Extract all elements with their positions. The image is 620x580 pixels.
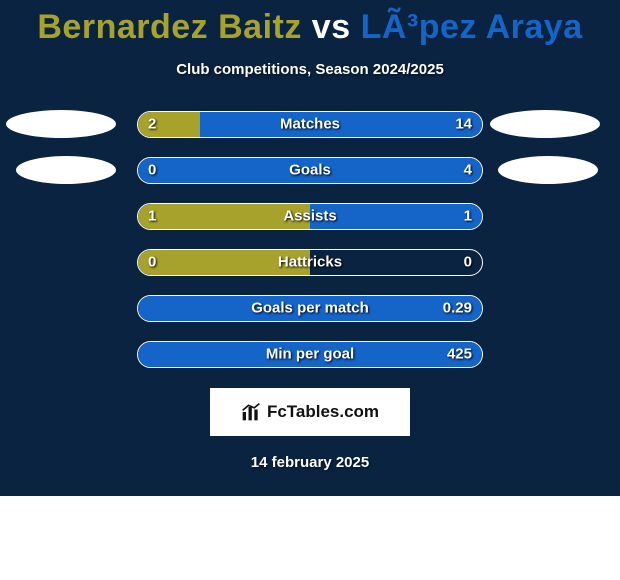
stat-value-left: 0 — [148, 162, 156, 179]
stat-fill-right — [310, 204, 482, 229]
team-badge-left — [16, 156, 116, 184]
chart-icon — [241, 402, 261, 422]
stat-fill-left — [138, 250, 310, 275]
stat-bar: 11Assists — [137, 203, 483, 230]
stat-bar: 04Goals — [137, 157, 483, 184]
stat-fill-right — [138, 158, 482, 183]
stat-row: 0.29Goals per match — [0, 294, 620, 322]
stat-bar: 425Min per goal — [137, 341, 483, 368]
stat-value-right: 0 — [464, 254, 472, 271]
team-badge-right — [490, 110, 600, 138]
brand-text: FcTables.com — [267, 402, 379, 422]
stat-bar: 0.29Goals per match — [137, 295, 483, 322]
subtitle: Club competitions, Season 2024/2025 — [176, 61, 444, 78]
stat-bar: 00Hattricks — [137, 249, 483, 276]
stat-value-right: 4 — [464, 162, 472, 179]
stat-row: 04Goals — [0, 156, 620, 184]
stat-fill-right — [138, 342, 482, 367]
stat-fill-right — [200, 112, 482, 137]
team-badge-left — [6, 110, 116, 138]
stat-fill-left — [138, 204, 310, 229]
stat-row: 11Assists — [0, 202, 620, 230]
stat-value-right: 1 — [464, 208, 472, 225]
date-text: 14 february 2025 — [251, 454, 369, 471]
stat-value-right: 14 — [455, 116, 472, 133]
stat-row: 214Matches — [0, 110, 620, 138]
stat-bar: 214Matches — [137, 111, 483, 138]
stat-value-left: 0 — [148, 254, 156, 271]
player1-name: Bernardez Baitz — [37, 8, 301, 46]
stat-row: 425Min per goal — [0, 340, 620, 368]
brand-logo[interactable]: FcTables.com — [210, 388, 410, 436]
stat-value-left: 1 — [148, 208, 156, 225]
stat-value-right: 0.29 — [443, 300, 472, 317]
vs-text: vs — [312, 8, 351, 46]
stats-container: 214Matches04Goals11Assists00Hattricks0.2… — [0, 110, 620, 368]
page-title: Bernardez Baitz vs LÃ³pez Araya — [37, 8, 582, 47]
comparison-panel: Bernardez Baitz vs LÃ³pez Araya Club com… — [0, 0, 620, 496]
stat-fill-right — [138, 296, 482, 321]
player2-name: LÃ³pez Araya — [361, 8, 583, 46]
stat-value-left: 2 — [148, 116, 156, 133]
stat-row: 00Hattricks — [0, 248, 620, 276]
team-badge-right — [498, 156, 598, 184]
stat-value-right: 425 — [447, 346, 472, 363]
